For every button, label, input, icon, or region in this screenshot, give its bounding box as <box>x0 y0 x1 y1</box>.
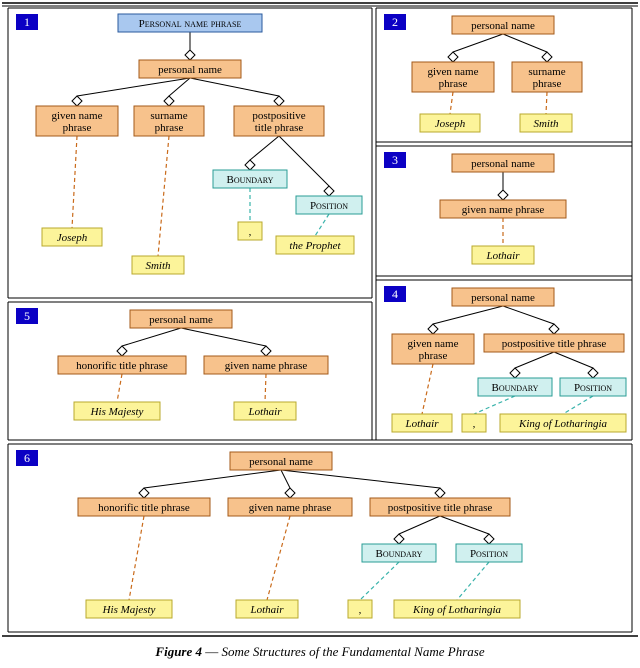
svg-text:surname: surname <box>150 110 187 122</box>
svg-text:honorific title phrase: honorific title phrase <box>76 360 168 372</box>
svg-text:Lothair: Lothair <box>247 406 282 418</box>
svg-text:given name phrase: given name phrase <box>249 502 332 514</box>
svg-text:personal name: personal name <box>471 292 535 304</box>
svg-text:postpositive title phrase: postpositive title phrase <box>388 502 493 514</box>
figure-sep: — <box>202 644 222 659</box>
svg-text:personal name: personal name <box>158 64 222 76</box>
svg-text:Position: Position <box>470 548 508 560</box>
svg-text:2: 2 <box>392 15 398 29</box>
svg-text:Joseph: Joseph <box>57 232 88 244</box>
svg-text:Lothair: Lothair <box>404 418 439 430</box>
svg-text:given name: given name <box>51 110 102 122</box>
svg-text:King of Lotharingia: King of Lotharingia <box>412 604 502 616</box>
svg-text:3: 3 <box>392 153 398 167</box>
svg-text:Boundary: Boundary <box>227 174 274 186</box>
svg-text:,: , <box>473 418 476 430</box>
svg-text:phrase: phrase <box>533 78 562 90</box>
svg-text:postpositive: postpositive <box>252 110 305 122</box>
svg-text:given name: given name <box>427 66 478 78</box>
svg-text:Boundary: Boundary <box>376 548 423 560</box>
diagram-svg: 1 2 3 4 5 6 Personal name phrase personal name g… <box>0 0 640 640</box>
svg-text:title phrase: title phrase <box>255 122 304 134</box>
figure-label: Figure 4 <box>155 644 202 659</box>
svg-text:Lothair: Lothair <box>485 250 520 262</box>
svg-text:phrase: phrase <box>63 122 92 134</box>
svg-text:personal name: personal name <box>471 20 535 32</box>
svg-text:honorific title phrase: honorific title phrase <box>98 502 190 514</box>
svg-text:,: , <box>249 226 252 238</box>
svg-text:His Majesty: His Majesty <box>90 406 144 418</box>
svg-text:5: 5 <box>24 309 30 323</box>
svg-text:given name phrase: given name phrase <box>462 204 545 216</box>
svg-text:Joseph: Joseph <box>435 118 466 130</box>
svg-text:phrase: phrase <box>419 350 448 362</box>
svg-text:personal name: personal name <box>249 456 313 468</box>
svg-text:,: , <box>359 604 362 616</box>
svg-text:phrase: phrase <box>155 122 184 134</box>
svg-text:Lothair: Lothair <box>249 604 284 616</box>
svg-text:phrase: phrase <box>439 78 468 90</box>
svg-text:Smith: Smith <box>533 118 559 130</box>
svg-text:surname: surname <box>528 66 565 78</box>
svg-text:personal name: personal name <box>471 158 535 170</box>
svg-text:personal name: personal name <box>149 314 213 326</box>
svg-text:1: 1 <box>24 15 30 29</box>
svg-text:Smith: Smith <box>145 260 171 272</box>
svg-text:postpositive title phrase: postpositive title phrase <box>502 338 607 350</box>
svg-text:6: 6 <box>24 451 30 465</box>
svg-text:Position: Position <box>574 382 612 394</box>
svg-text:Personal name phrase: Personal name phrase <box>139 18 242 30</box>
svg-text:Boundary: Boundary <box>492 382 539 394</box>
svg-text:His Majesty: His Majesty <box>102 604 156 616</box>
svg-text:given name: given name <box>407 338 458 350</box>
figure-caption: Figure 4 — Some Structures of the Fundam… <box>0 640 640 660</box>
svg-text:given name phrase: given name phrase <box>225 360 308 372</box>
figure-title: Some Structures of the Fundamental Name … <box>222 644 485 659</box>
figure-container: 1 2 3 4 5 6 Personal name phrase personal name g… <box>0 0 640 668</box>
svg-text:King of Lotharingia: King of Lotharingia <box>518 418 608 430</box>
svg-text:the Prophet: the Prophet <box>289 240 341 252</box>
svg-text:Position: Position <box>310 200 348 212</box>
svg-text:4: 4 <box>392 287 398 301</box>
